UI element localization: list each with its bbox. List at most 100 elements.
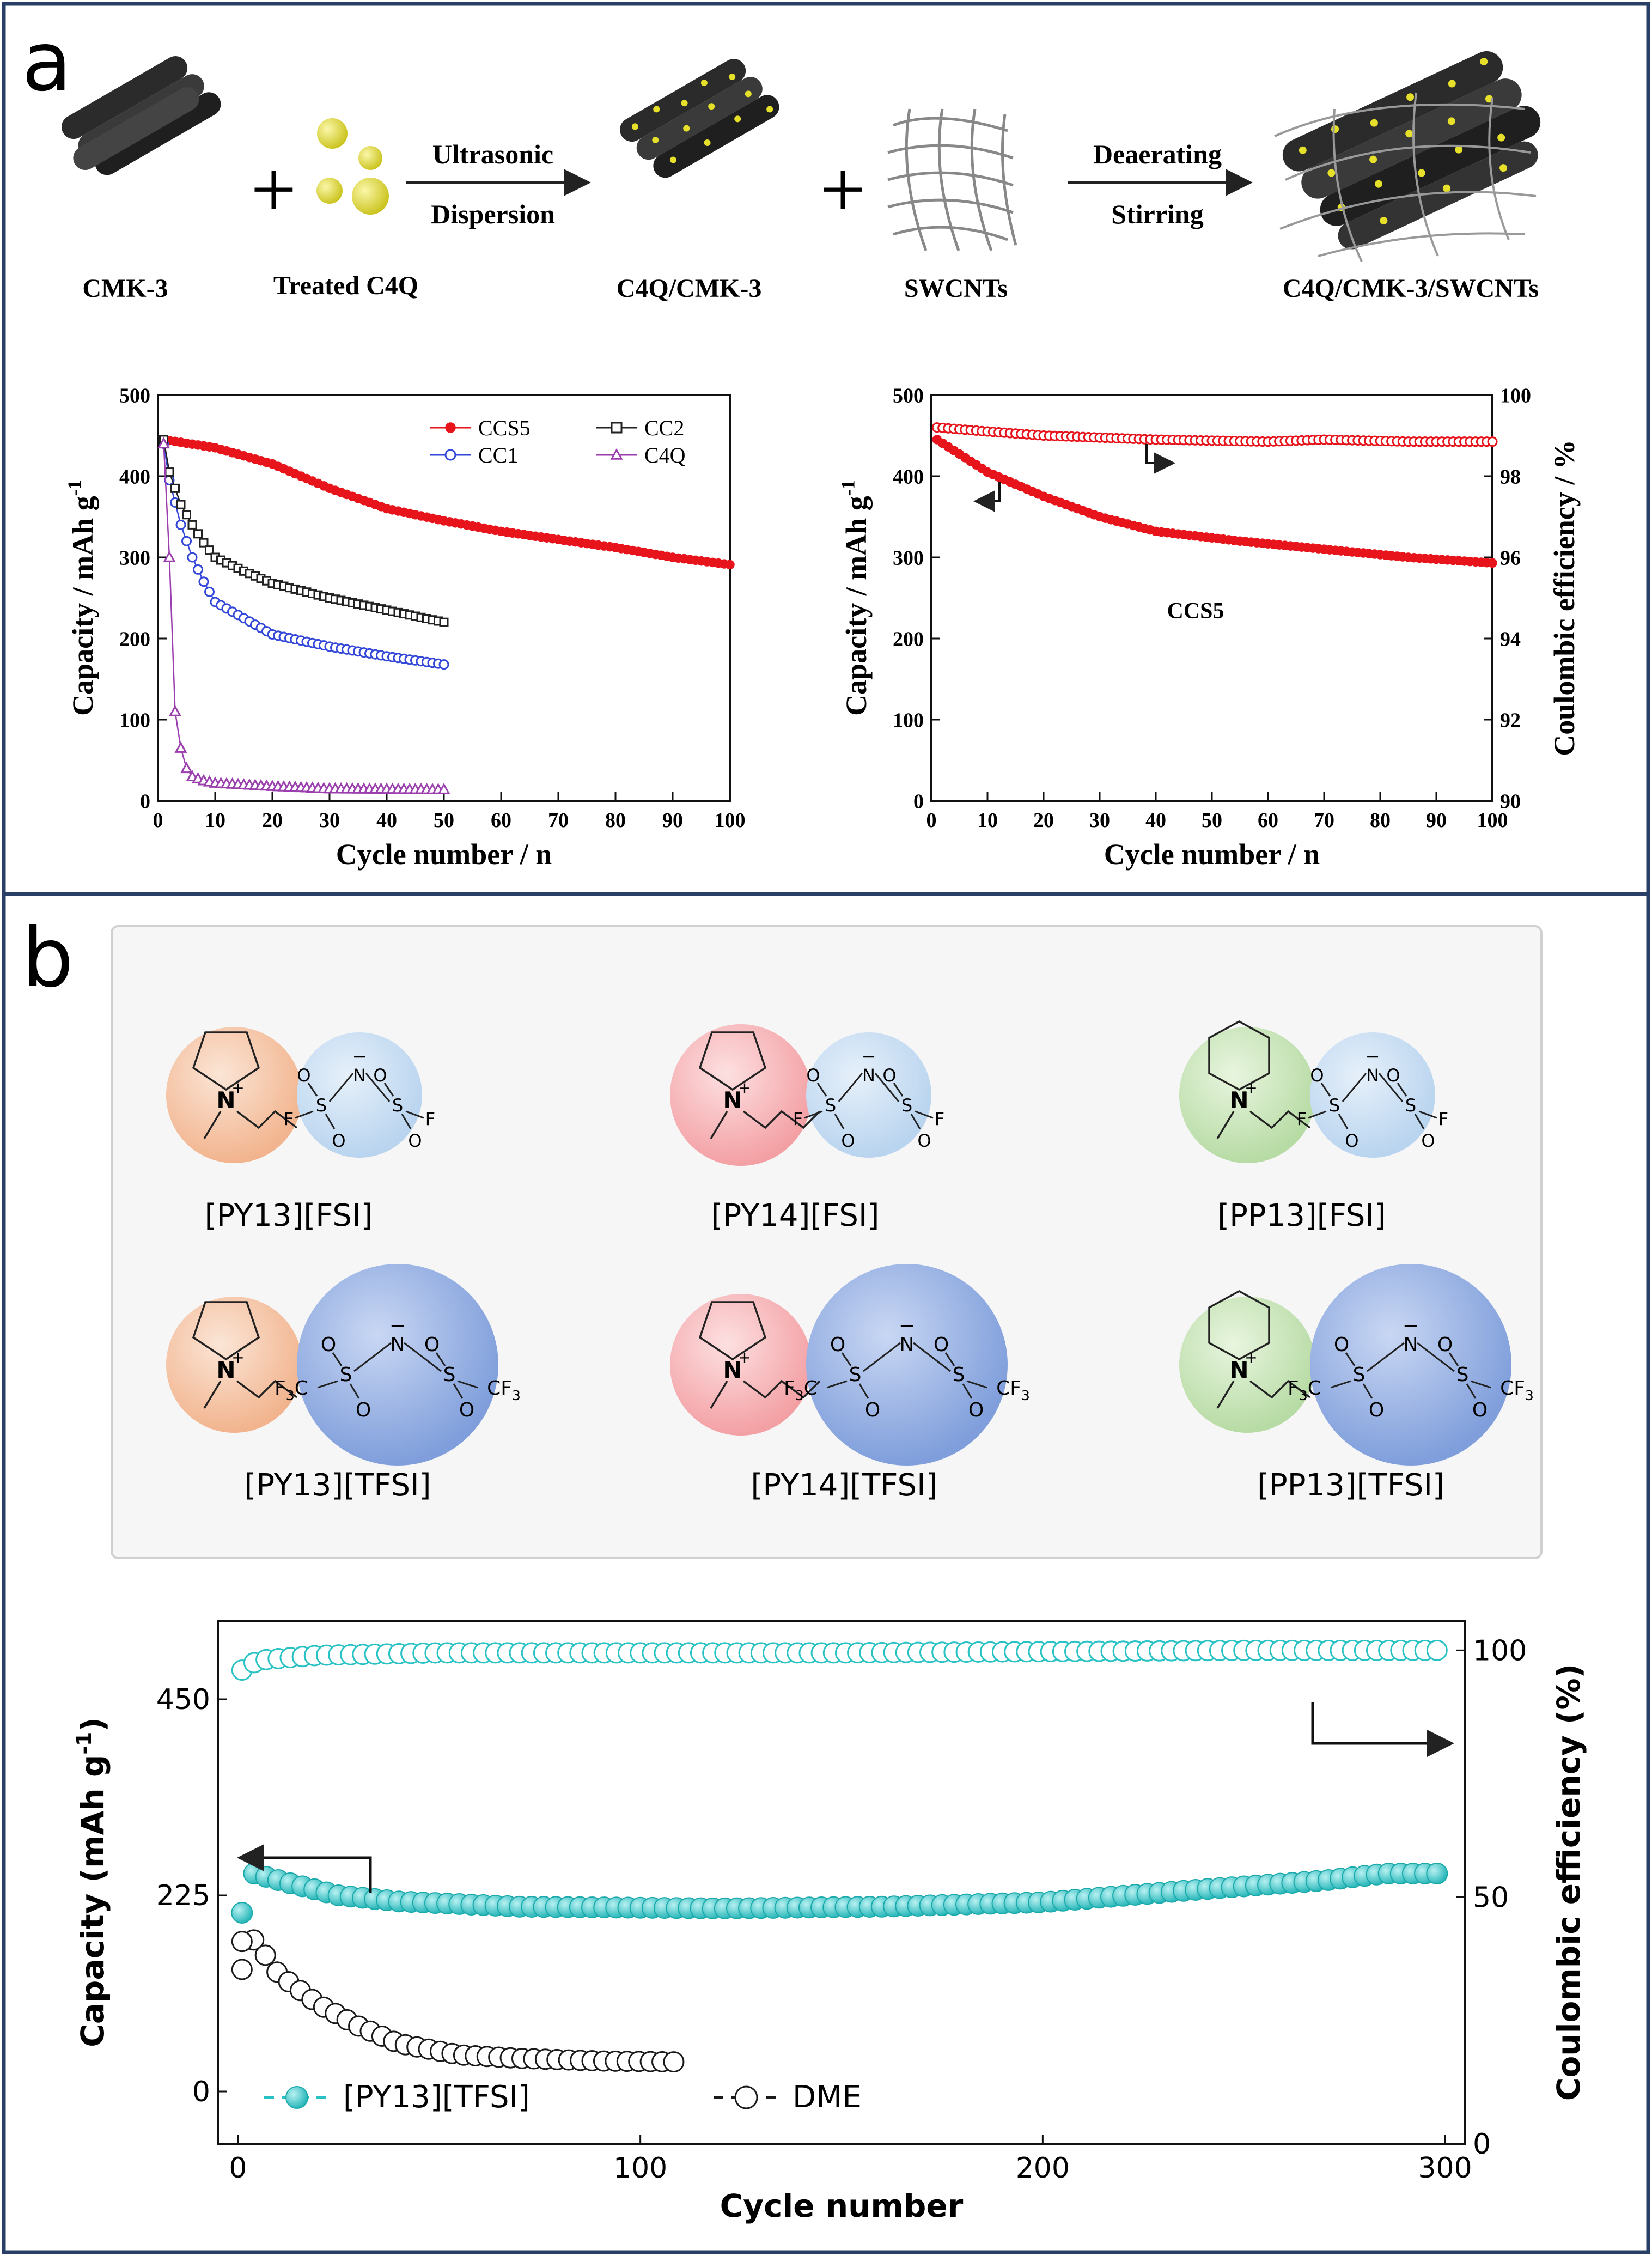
series-coulombic-efficiency	[231, 1639, 1448, 1681]
legend-marker	[734, 2085, 758, 2109]
atom-o: O	[968, 1399, 984, 1421]
series-dme	[231, 1929, 685, 2073]
cation-sphere	[1179, 1027, 1315, 1163]
data-point	[187, 520, 197, 530]
x-tick-label: 20	[1033, 809, 1054, 832]
y-tick-label: 300	[119, 546, 150, 569]
ionic-liquid-box	[111, 925, 1543, 1559]
schematic-label-composite: C4Q/CMK-3/SWCNTs	[1283, 274, 1539, 303]
x-tick-label: 100	[613, 2152, 667, 2185]
legend-label: DME	[793, 2079, 862, 2115]
atom-n: N	[900, 1334, 915, 1356]
data-point	[1426, 1639, 1448, 1661]
x-axis-label: Cycle number / n	[1104, 838, 1320, 871]
cation-charge: +	[231, 1079, 244, 1097]
atom-n: N	[216, 1087, 235, 1114]
cation-structure	[1208, 1290, 1311, 1409]
y2-tick-label: 98	[1500, 465, 1521, 488]
atom-s: S	[901, 1095, 912, 1116]
atom-s: S	[392, 1095, 403, 1116]
atom-o: O	[373, 1065, 387, 1086]
data-point	[231, 1902, 253, 1924]
y-tick-label: 0	[913, 790, 924, 813]
cation-sphere	[1179, 1297, 1315, 1433]
ionic-liquid-name: [PY14][TFSI]	[751, 1468, 938, 1503]
cation-structure	[1208, 1020, 1311, 1139]
schematic-label-cmk3: CMK-3	[82, 274, 168, 303]
cation-sphere	[670, 1024, 812, 1166]
x-tick-label: 60	[1258, 809, 1278, 832]
panel-b-border	[2, 892, 1650, 2254]
data-point	[439, 617, 449, 627]
x-tick-label: 300	[1418, 2152, 1472, 2185]
group-cf3: CF3	[996, 1377, 1030, 1403]
data-point	[163, 550, 176, 562]
atom-o: O	[841, 1130, 855, 1151]
legend-marker	[444, 449, 456, 461]
atom-s: S	[340, 1364, 352, 1386]
atom-n: N	[723, 1087, 742, 1114]
legend-label: CC1	[478, 443, 518, 467]
atom-o: O	[865, 1399, 880, 1421]
atom-n: N	[1229, 1357, 1248, 1383]
atom-f: F	[1297, 1109, 1307, 1129]
anion-sphere	[806, 1032, 931, 1158]
group-f3c: F3C	[1288, 1377, 1321, 1403]
atom-o: O	[332, 1130, 345, 1151]
panel-a-label: a	[22, 15, 72, 110]
atom-o: O	[459, 1399, 474, 1421]
anion-charge: −	[1403, 1315, 1419, 1337]
x-tick-label: 80	[605, 809, 626, 832]
data-point	[187, 552, 198, 563]
data-point	[193, 529, 203, 539]
ionic-liquid-name: [PY13][TFSI]	[245, 1468, 431, 1503]
y2-tick-label: 0	[1473, 2128, 1491, 2161]
schematic-label-c4q-cmk3: C4Q/CMK-3	[617, 274, 762, 303]
cation-structure	[698, 1301, 821, 1409]
data-point	[254, 1944, 276, 1966]
atom-o: O	[1334, 1334, 1349, 1356]
cation-sphere	[166, 1297, 302, 1433]
atom-n: N	[1229, 1087, 1248, 1114]
atom-o: O	[934, 1334, 949, 1356]
anion-charge: −	[352, 1046, 367, 1067]
atom-n: N	[391, 1334, 405, 1356]
atom-o: O	[424, 1334, 440, 1356]
atom-f: F	[1438, 1109, 1448, 1129]
legend-label: C4Q	[644, 443, 686, 467]
x-tick-label: 0	[229, 2152, 247, 2185]
y-tick-label: 300	[893, 546, 924, 569]
anion-sphere	[297, 1264, 498, 1466]
anion-charge: −	[899, 1315, 915, 1337]
data-point	[180, 762, 193, 774]
x-tick-label: 0	[926, 809, 937, 832]
atom-s: S	[443, 1364, 456, 1386]
x-tick-label: 200	[1016, 2152, 1070, 2185]
plus-sign-1: +	[251, 144, 297, 235]
y-tick-label: 0	[140, 790, 150, 813]
y2-tick-label: 90	[1500, 790, 1521, 813]
atom-s: S	[953, 1364, 965, 1386]
swcnt-mesh-image	[887, 108, 1017, 251]
y-tick-label: 225	[156, 1880, 210, 1912]
x-tick-label: 30	[319, 809, 340, 832]
y-tick-label: 450	[156, 1683, 210, 1716]
step2-label-bottom: Stirring	[1111, 199, 1203, 229]
ionic-liquid-name: [PP13][TFSI]	[1257, 1468, 1444, 1503]
y2-tick-label: 100	[1473, 1635, 1527, 1668]
data-point	[231, 1931, 253, 1953]
atom-o: O	[1310, 1065, 1324, 1086]
cation-charge: +	[231, 1348, 244, 1366]
cation-charge: +	[1245, 1348, 1257, 1366]
schematic: + Ultrasonic Dispersion + Deaerating	[62, 51, 1541, 303]
right-axis-indicator-arrow	[1145, 444, 1175, 474]
atom-o: O	[1369, 1399, 1384, 1421]
chart-a2-capacity-ce: 0 10 20 30 40 50 60 70 80 90 100010020030040050090…	[837, 384, 1581, 871]
data-point	[437, 783, 450, 794]
